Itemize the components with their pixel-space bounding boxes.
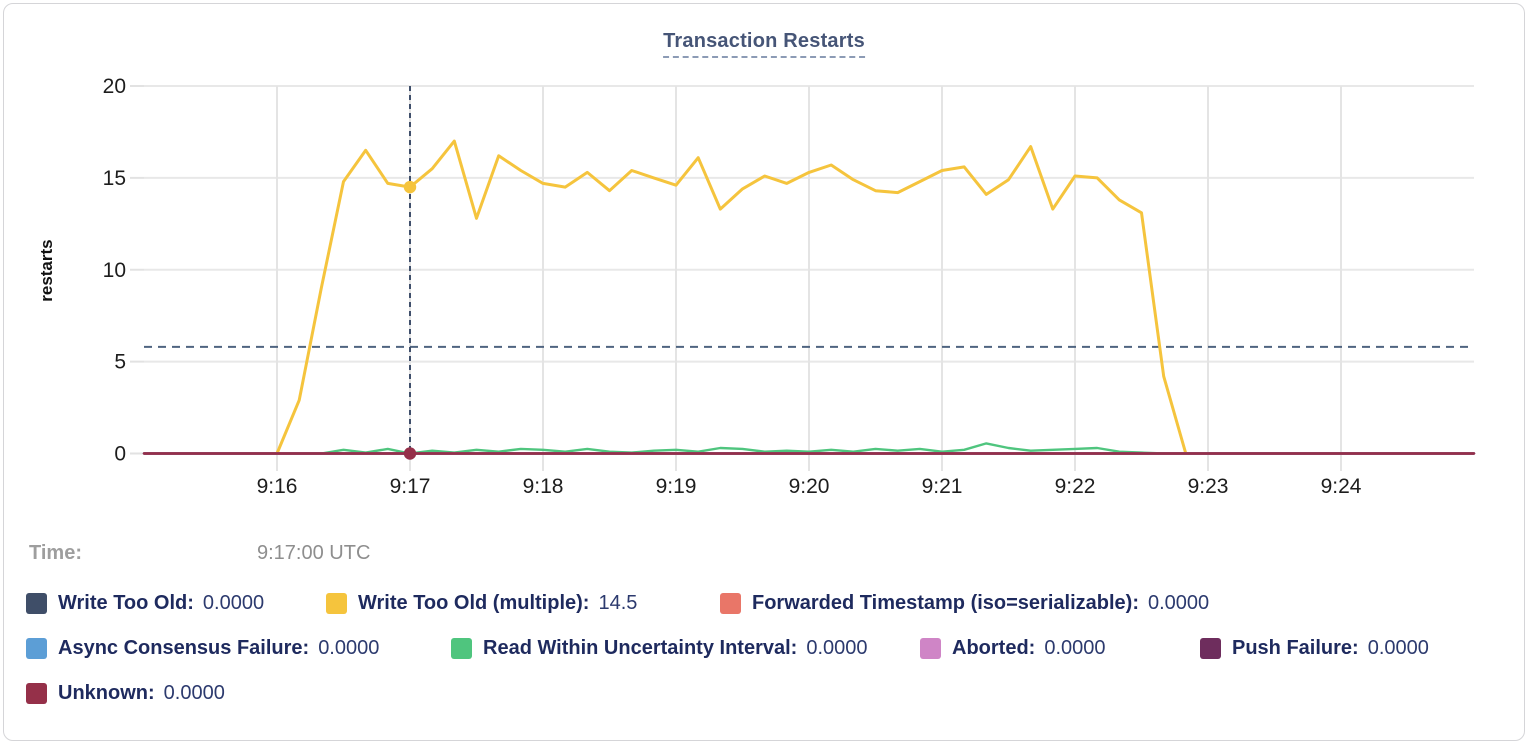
legend-swatch-unknown bbox=[26, 683, 47, 704]
legend-label: Unknown: bbox=[58, 682, 155, 704]
legend-item-unknown: Unknown: 0.0000 bbox=[26, 682, 225, 705]
y-axis-label: restarts bbox=[37, 239, 56, 301]
legend-label: Forwarded Timestamp (iso=serializable): bbox=[752, 592, 1139, 614]
legend-value: 0.0000 bbox=[1147, 592, 1210, 614]
series-line-read-within-uncertainty-interval bbox=[320, 442, 1165, 455]
legend-item-push-failure: Push Failure: 0.0000 bbox=[1200, 637, 1429, 660]
legend-value: 14.5 bbox=[598, 592, 638, 614]
x-tick-label: 9:21 bbox=[922, 475, 963, 498]
legend-value: 0.0000 bbox=[1044, 637, 1106, 659]
legend-swatch-push-failure bbox=[1200, 638, 1221, 659]
legend-label: Aborted: bbox=[952, 637, 1036, 659]
legend-swatch-write-too-old bbox=[26, 593, 47, 614]
series-line-write-too-old-multiple bbox=[275, 139, 1188, 455]
chart-panel: Transaction Restarts 0 5 10 15 20 9:16 9:17 9:1… bbox=[4, 4, 1524, 740]
legend-label: Write Too Old (multiple): bbox=[358, 592, 590, 614]
legend-item-read-within-uncertainty-interval: Read Within Uncertainty Interval: 0.0000 bbox=[451, 637, 868, 660]
legend-item-write-too-old-multiple: Write Too Old (multiple): 14.5 bbox=[326, 592, 637, 615]
y-tick-label: 5 bbox=[114, 351, 126, 374]
transaction-restarts-plot[interactable]: 0 5 10 15 20 9:16 9:17 9:18 9:19 9:20 9:21 9:22 9:23… bbox=[4, 4, 1528, 516]
legend-label: Read Within Uncertainty Interval: bbox=[483, 637, 798, 659]
legend-swatch-aborted bbox=[920, 638, 941, 659]
cursor-dot bbox=[403, 447, 417, 460]
legend-item-forwarded-timestamp-iso-serializable: Forwarded Timestamp (iso=serializable): 0… bbox=[720, 592, 1209, 615]
chart-card: Transaction Restarts 0 5 10 15 20 9:16 9:17 9:1… bbox=[3, 3, 1525, 741]
x-tick-label: 9:23 bbox=[1188, 475, 1229, 498]
x-tick-label: 9:20 bbox=[789, 475, 830, 498]
legend-swatch-forwarded-timestamp-iso-serializable bbox=[720, 593, 741, 614]
legend-swatch-read-within-uncertainty-interval bbox=[451, 638, 472, 659]
legend-swatch-write-too-old-multiple bbox=[326, 593, 347, 614]
legend-label: Async Consensus Failure: bbox=[58, 637, 310, 659]
x-tick-label: 9:24 bbox=[1321, 475, 1362, 498]
x-tick-label: 9:19 bbox=[656, 475, 697, 498]
legend-value: 0.0000 bbox=[163, 682, 225, 704]
y-tick-label: 0 bbox=[114, 443, 126, 466]
time-label: Time: bbox=[29, 542, 82, 564]
legend-value: 0.0000 bbox=[1367, 637, 1429, 659]
cursor-dot bbox=[403, 180, 417, 194]
legend-value: 0.0000 bbox=[806, 637, 868, 659]
cursor-time-row: Time: 9:17:00 UTC bbox=[4, 542, 1524, 568]
y-tick-label: 10 bbox=[103, 259, 126, 282]
x-tick-label: 9:16 bbox=[257, 475, 298, 498]
legend-item-async-consensus-failure: Async Consensus Failure: 0.0000 bbox=[26, 637, 379, 660]
y-tick-label: 20 bbox=[103, 75, 126, 98]
legend-item-write-too-old: Write Too Old: 0.0000 bbox=[26, 592, 264, 615]
time-value: 9:17:00 UTC bbox=[257, 542, 371, 564]
legend-label: Push Failure: bbox=[1232, 637, 1359, 659]
x-tick-label: 9:17 bbox=[390, 475, 431, 498]
y-tick-label: 15 bbox=[103, 167, 126, 190]
legend-label: Write Too Old: bbox=[58, 592, 194, 614]
x-tick-label: 9:18 bbox=[523, 475, 564, 498]
legend-value: 0.0000 bbox=[318, 637, 380, 659]
x-tick-label: 9:22 bbox=[1055, 475, 1096, 498]
legend-swatch-async-consensus-failure bbox=[26, 638, 47, 659]
legend-item-aborted: Aborted: 0.0000 bbox=[920, 637, 1106, 660]
chart-title: Transaction Restarts bbox=[663, 30, 865, 58]
legend-value: 0.0000 bbox=[202, 592, 265, 614]
